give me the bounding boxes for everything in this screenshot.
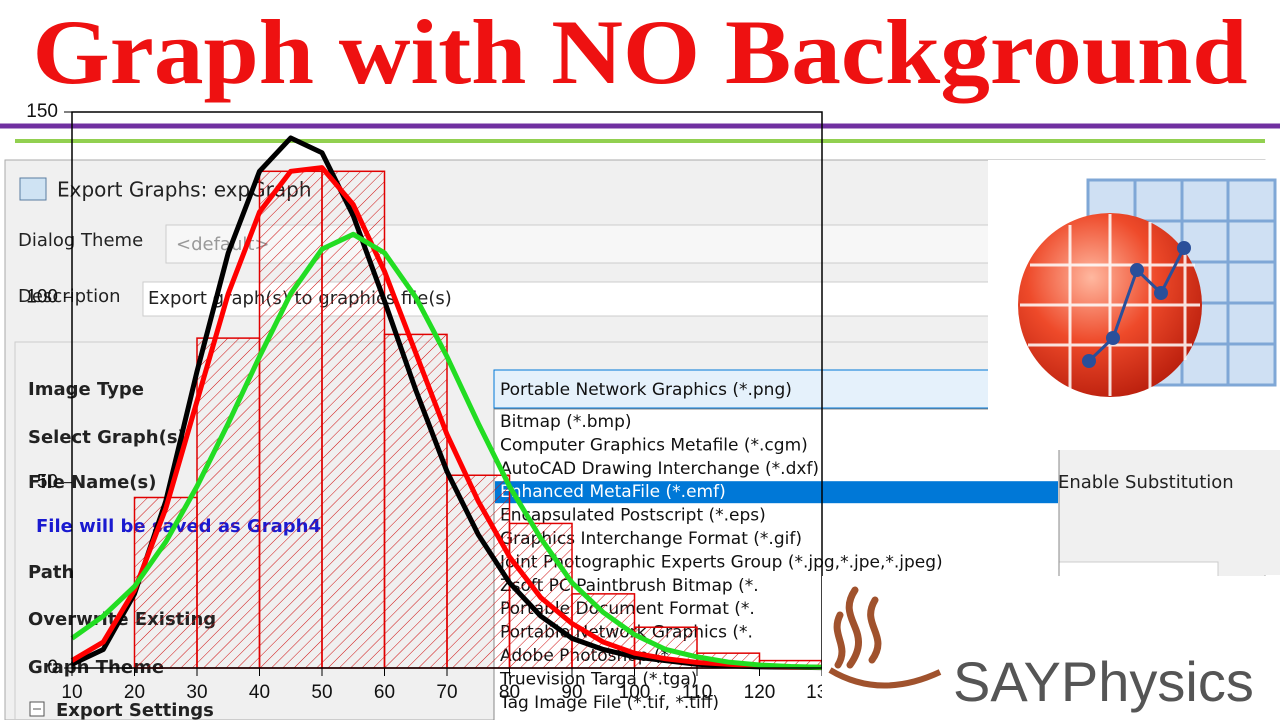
window-icon <box>19 177 47 201</box>
y-tick-label: 150 <box>26 101 58 122</box>
combo-value: <default> <box>176 234 270 255</box>
option[interactable]: Bitmap (*.bmp) <box>500 412 632 432</box>
option[interactable]: Enhanced MetaFile (*.emf) <box>500 482 726 502</box>
field-label: File Name(s) <box>28 472 156 493</box>
field-label: Description <box>18 286 121 307</box>
histogram-bar <box>196 337 261 669</box>
option[interactable]: Tag Image File (*.tif, *.tiff) <box>499 693 719 713</box>
fit-curve <box>70 165 823 670</box>
x-tick-label: 70 <box>436 682 457 703</box>
x-tick-label: 90 <box>561 682 582 703</box>
option[interactable]: AutoCAD Drawing Interchange (*.dxf) <box>500 459 819 479</box>
x-tick-label: 20 <box>124 682 145 703</box>
page-title: Graph with NO Background <box>33 1 1248 103</box>
steam <box>833 586 882 669</box>
brand-logo: SAYPhysics <box>822 576 1280 720</box>
combo-value: Portable Network Graphics (*.png) <box>500 380 792 400</box>
x-tick-label: 60 <box>374 682 395 703</box>
x-tick-label: 30 <box>186 682 207 703</box>
option[interactable]: Graphics Interchange Format (*.gif) <box>500 529 802 549</box>
option[interactable]: Joint Photographic Experts Group (*.jpg,… <box>499 552 943 572</box>
field-label: Path <box>28 562 74 583</box>
x-tick-label: 40 <box>249 682 270 703</box>
x-tick-label: 80 <box>499 682 520 703</box>
option[interactable]: Truevision Targa (*.tga) <box>499 669 697 689</box>
y-tick-label: 100 <box>26 286 58 307</box>
x-tick-label: 120 <box>744 682 776 703</box>
option[interactable]: Encapsulated Postscript (*.eps) <box>500 506 766 526</box>
x-tick-label: 100 <box>619 682 651 703</box>
option[interactable]: Computer Graphics Metafile (*.cgm) <box>500 435 808 455</box>
x-tick-label: 10 <box>61 682 82 703</box>
option-highlight <box>495 481 1058 504</box>
field-label: Dialog Theme <box>18 230 143 251</box>
histogram-bar <box>258 170 323 669</box>
fit-curve <box>70 231 823 670</box>
x-tick-label: 110 <box>682 682 712 703</box>
field-label: Export Settings <box>56 700 214 720</box>
checkbox-label: Enable Substitution <box>1058 472 1234 493</box>
field-label: Select Graph(s) <box>28 427 186 448</box>
histogram-bar <box>133 496 198 669</box>
brand-name: SAYPhysics <box>953 650 1254 713</box>
brand-bg <box>822 576 1280 720</box>
image-type-combo[interactable] <box>493 369 995 409</box>
y-tick-label: 0 <box>47 657 58 678</box>
app-logo <box>988 160 1280 450</box>
cup <box>828 667 942 689</box>
field-label: Image Type <box>28 379 144 400</box>
y-tick-label: 50 <box>37 472 58 493</box>
side-panel <box>1058 450 1280 575</box>
x-tick-label: 50 <box>311 682 332 703</box>
